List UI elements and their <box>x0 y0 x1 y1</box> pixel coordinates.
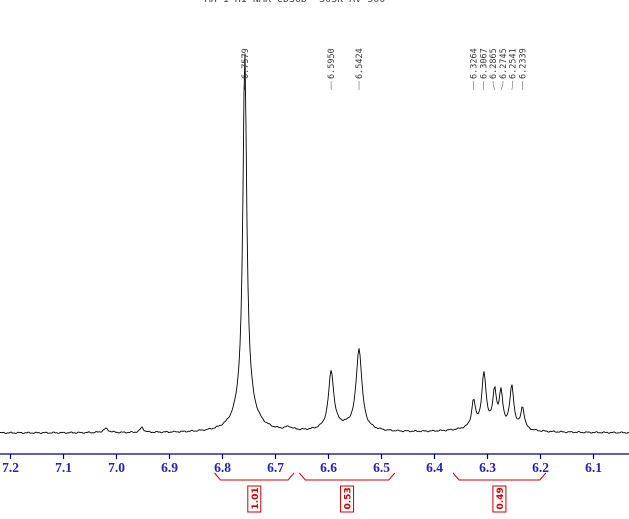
integral-bracket <box>214 472 295 481</box>
x-axis-tick-label: 6.4 <box>426 460 443 475</box>
peak-label: 6.2865 <box>489 48 499 79</box>
peak-label: 6.2541 <box>509 48 519 79</box>
peak-label-line <box>500 81 504 91</box>
integral-bracket <box>452 472 547 481</box>
x-axis-tick-label: 6.6 <box>320 460 337 475</box>
peak-label: 6.2339 <box>519 48 529 79</box>
x-axis-tick-label: 6.9 <box>161 460 178 475</box>
peak-label: 6.7579 <box>241 48 251 79</box>
x-axis-tick-label: 7.0 <box>108 460 125 475</box>
spectrum-title: MH-1 H1-NMR CD3OD 303K AV-300 <box>0 0 590 5</box>
integral-value-box <box>247 485 262 513</box>
peak-label-line <box>511 81 514 91</box>
x-axis-tick-label: 6.3 <box>479 460 496 475</box>
x-axis-tick-label: 6.8 <box>214 460 231 475</box>
integral-value: 0.53 <box>344 487 354 509</box>
integral-value: 0.49 <box>496 487 506 509</box>
x-axis-tick-label: 6.1 <box>585 460 602 475</box>
x-axis-tick-label: 6.5 <box>373 460 390 475</box>
peak-label: 6.5424 <box>355 48 365 79</box>
x-axis-tick-label: 7.2 <box>2 460 19 475</box>
peak-label-line <box>492 81 495 91</box>
spectrum-curve <box>0 53 629 435</box>
integral-value-box <box>340 485 355 513</box>
x-axis-tick-label: 6.7 <box>267 460 284 475</box>
x-axis-tick-label: 6.2 <box>532 460 549 475</box>
peak-label-line <box>483 81 485 91</box>
integral-bracket <box>298 472 396 481</box>
peak-label: 6.3067 <box>479 48 489 79</box>
x-axis-tick-label: 7.1 <box>55 460 72 475</box>
peak-label: 6.5950 <box>327 48 337 79</box>
peak-label: 6.3264 <box>470 48 480 79</box>
peak-label: 6.2745 <box>499 48 509 79</box>
integral-value-box <box>492 485 507 513</box>
integral-value: 1.01 <box>251 487 261 509</box>
